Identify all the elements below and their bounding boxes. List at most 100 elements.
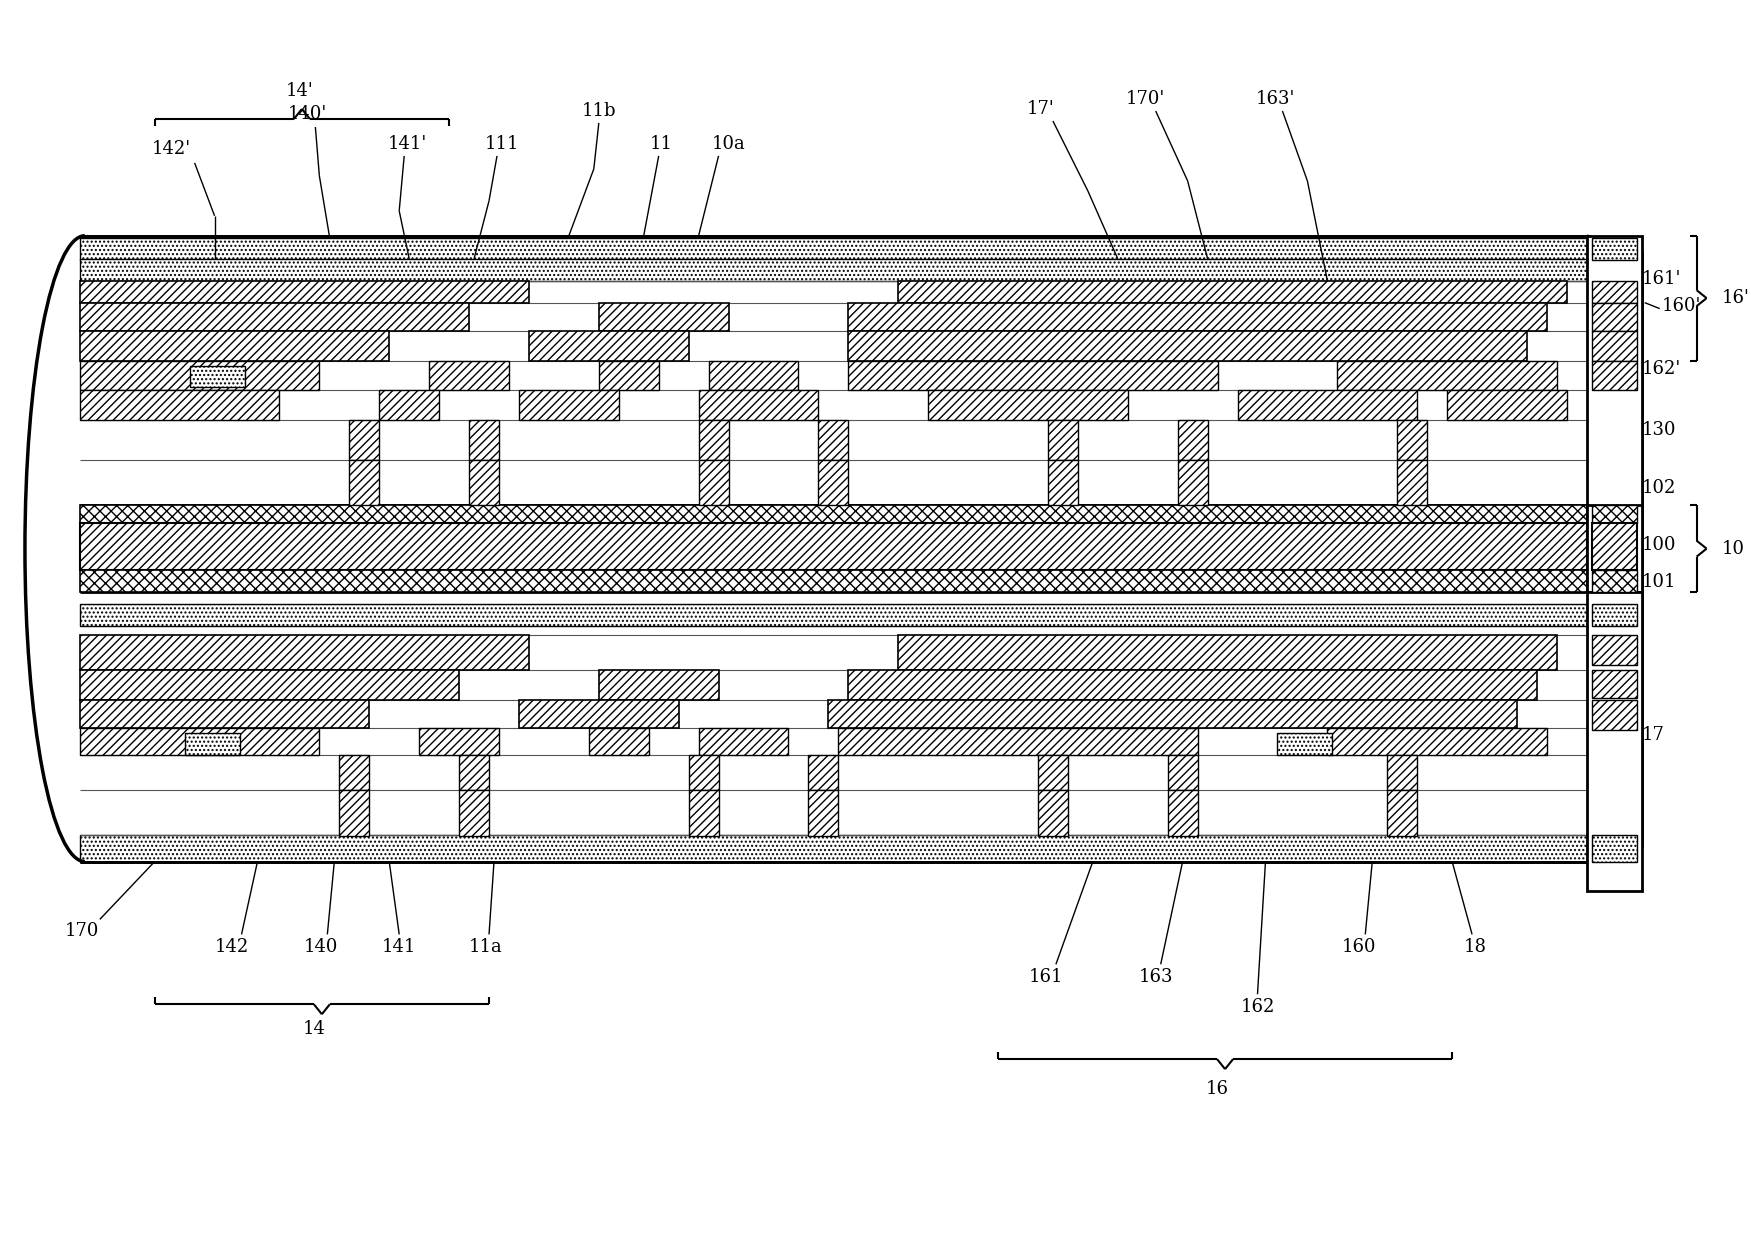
Bar xyxy=(459,789,489,835)
Text: 10: 10 xyxy=(1721,540,1744,557)
Bar xyxy=(1592,604,1637,625)
Bar xyxy=(81,330,389,361)
Bar xyxy=(518,391,618,421)
Bar xyxy=(1592,330,1637,361)
Text: 14: 14 xyxy=(303,1020,326,1039)
Bar xyxy=(1038,755,1068,789)
Text: 130: 130 xyxy=(1642,422,1676,439)
Bar xyxy=(81,524,1586,570)
Bar xyxy=(1338,361,1557,391)
Bar xyxy=(1238,391,1417,421)
Bar xyxy=(1592,505,1637,524)
Bar xyxy=(348,460,380,505)
Bar xyxy=(469,421,499,460)
Bar xyxy=(459,755,489,789)
Text: 163: 163 xyxy=(1138,968,1173,987)
Bar xyxy=(699,460,728,505)
Bar xyxy=(839,727,1198,755)
Bar xyxy=(809,789,839,835)
Bar xyxy=(847,330,1527,361)
Bar xyxy=(688,789,718,835)
Bar xyxy=(81,570,1586,592)
Bar xyxy=(588,727,648,755)
Bar xyxy=(1168,755,1198,789)
Text: 142': 142' xyxy=(152,140,191,158)
Text: 160: 160 xyxy=(1341,938,1376,957)
Bar xyxy=(818,460,847,505)
Bar xyxy=(898,635,1557,670)
Text: 16': 16' xyxy=(1721,289,1749,307)
Text: 162': 162' xyxy=(1642,360,1681,377)
Bar xyxy=(709,361,798,391)
Text: 11b: 11b xyxy=(581,102,616,120)
Bar xyxy=(81,303,469,330)
Bar xyxy=(847,670,1537,700)
Bar xyxy=(81,361,319,391)
Bar xyxy=(828,700,1516,727)
Text: 14': 14' xyxy=(285,82,313,101)
Bar xyxy=(699,727,788,755)
Text: 170': 170' xyxy=(1126,91,1166,108)
Bar xyxy=(699,391,818,421)
Bar xyxy=(529,330,688,361)
Bar xyxy=(81,835,1586,861)
Bar xyxy=(81,280,529,303)
Bar xyxy=(1592,303,1637,330)
Bar xyxy=(81,604,1586,625)
Text: 18: 18 xyxy=(1464,938,1487,957)
Bar xyxy=(599,361,658,391)
Bar xyxy=(81,727,319,755)
Bar xyxy=(1168,789,1198,835)
Bar xyxy=(1397,460,1427,505)
Bar xyxy=(1446,391,1567,421)
Text: 111: 111 xyxy=(485,135,520,153)
Text: 11a: 11a xyxy=(469,938,503,957)
Bar xyxy=(1397,421,1427,460)
Bar xyxy=(847,303,1546,330)
Text: 140': 140' xyxy=(287,105,327,123)
Bar xyxy=(81,700,369,727)
Bar xyxy=(1592,361,1637,391)
Text: 161: 161 xyxy=(1028,968,1063,987)
Text: 100: 100 xyxy=(1642,536,1676,555)
Bar xyxy=(1592,238,1637,259)
Bar xyxy=(1178,421,1208,460)
Bar xyxy=(418,727,499,755)
Text: 141': 141' xyxy=(387,135,427,153)
Bar xyxy=(1047,421,1079,460)
Bar xyxy=(380,391,440,421)
Bar xyxy=(81,670,459,700)
Text: 10a: 10a xyxy=(711,135,746,153)
Bar xyxy=(81,635,529,670)
Text: 142: 142 xyxy=(214,938,249,957)
Text: 163': 163' xyxy=(1255,91,1296,108)
Text: 17: 17 xyxy=(1642,726,1665,743)
Text: 16: 16 xyxy=(1206,1080,1229,1098)
Bar xyxy=(518,700,679,727)
Bar xyxy=(928,391,1128,421)
Bar xyxy=(688,755,718,789)
Bar xyxy=(1592,635,1637,665)
Bar xyxy=(1586,592,1642,891)
Bar xyxy=(599,670,718,700)
Text: 170: 170 xyxy=(65,922,100,941)
Bar xyxy=(699,421,728,460)
Bar xyxy=(81,238,1586,259)
Bar xyxy=(599,303,728,330)
Text: 162: 162 xyxy=(1240,998,1275,1016)
Bar xyxy=(184,732,240,755)
Bar xyxy=(1592,670,1637,697)
Bar xyxy=(1327,727,1546,755)
Bar xyxy=(348,421,380,460)
Bar xyxy=(1586,236,1642,535)
Text: 17': 17' xyxy=(1028,101,1054,118)
Bar xyxy=(1387,755,1417,789)
Text: 102: 102 xyxy=(1642,479,1676,498)
Bar xyxy=(189,366,245,387)
Bar xyxy=(847,361,1217,391)
Text: 160': 160' xyxy=(1662,297,1700,315)
Bar xyxy=(898,280,1567,303)
Bar xyxy=(1038,789,1068,835)
Bar xyxy=(81,505,1586,524)
Bar xyxy=(340,789,369,835)
